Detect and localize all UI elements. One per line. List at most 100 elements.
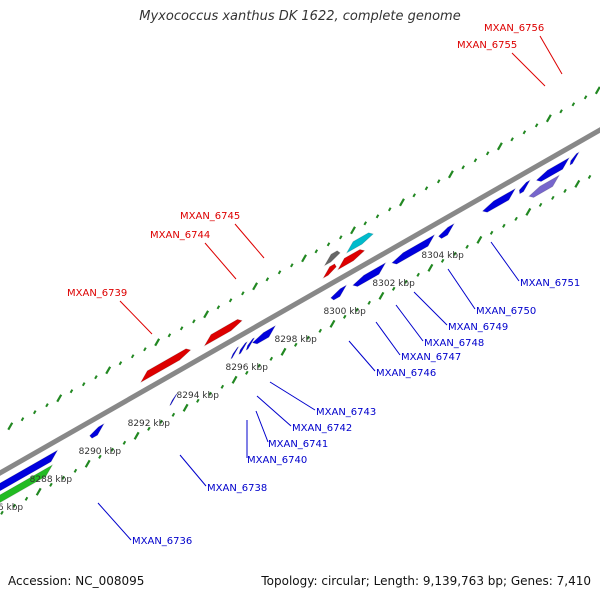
reverse-gene-arrow[interactable] (251, 324, 277, 345)
forward-scale-tick (81, 382, 86, 387)
forward-scale-tick (473, 158, 478, 163)
gene-label[interactable]: MXAN_6749 (448, 322, 508, 333)
forward-gene-arrow[interactable] (322, 263, 337, 280)
genome-backbone (0, 127, 600, 476)
gene-label-leader (256, 395, 292, 427)
forward-scale-tick (399, 198, 405, 207)
reverse-scale-tick (147, 426, 151, 431)
forward-gene-arrow[interactable] (139, 348, 192, 384)
reverse-scale-tick (476, 235, 483, 244)
gene-label[interactable]: MXAN_6751 (520, 278, 580, 289)
gene-label[interactable]: MXAN_6742 (292, 423, 352, 434)
reverse-gene-arrow[interactable] (0, 449, 59, 495)
gene-label[interactable]: MXAN_6756 (484, 23, 544, 34)
forward-scale-tick (583, 95, 588, 100)
gene-label[interactable]: MXAN_6740 (247, 455, 307, 466)
gene-label[interactable]: MXAN_6738 (207, 483, 267, 494)
reverse-scale-tick (280, 347, 287, 356)
forward-scale-tick (326, 242, 331, 247)
gene-label-leader (447, 268, 476, 310)
reverse-scale-tick (367, 300, 371, 305)
reverse-scale-tick (294, 342, 298, 347)
reverse-gene-arrow[interactable] (245, 337, 255, 351)
reverse-scale-tick (587, 174, 592, 179)
reverse-gene-arrow[interactable] (535, 156, 571, 182)
forward-scale-tick (69, 389, 74, 394)
reverse-gene-arrow[interactable] (0, 463, 54, 512)
gene-label[interactable]: MXAN_6755 (457, 40, 517, 51)
reverse-gene-arrow[interactable] (330, 284, 348, 301)
gene-features (0, 151, 580, 512)
gene-label-leader (511, 52, 546, 87)
reverse-gene-arrow[interactable] (352, 261, 387, 287)
forward-scale-tick (192, 319, 196, 324)
forward-scale-tick (447, 170, 454, 179)
kbp-label: 8290 kbp (79, 447, 122, 457)
reverse-scale-tick (404, 279, 408, 284)
reverse-scale-tick (538, 202, 543, 207)
forward-gene-arrow[interactable] (336, 249, 366, 271)
gene-label[interactable]: MXAN_6747 (401, 352, 461, 363)
forward-scale-tick (179, 326, 184, 331)
genome-summary-text: Topology: circular; Length: 9,139,763 bp… (261, 574, 591, 588)
gene-label-leader (490, 241, 520, 282)
kbp-label: 8298 kbp (274, 335, 317, 345)
forward-scale-tick (461, 165, 465, 170)
reverse-scale-tick (84, 459, 91, 468)
reverse-gene-arrow[interactable] (230, 345, 240, 360)
backbone-line (0, 127, 600, 476)
reverse-scale-tick (269, 356, 274, 361)
gene-label[interactable]: MXAN_6744 (150, 230, 210, 241)
reverse-scale-tick (61, 475, 65, 480)
gene-label[interactable]: MXAN_6748 (424, 338, 484, 349)
reverse-scale-tick (502, 223, 506, 228)
reverse-scale-tick (220, 384, 225, 389)
forward-gene-arrow[interactable] (345, 232, 375, 254)
forward-scale-tick (375, 214, 380, 219)
reverse-gene-arrow[interactable] (481, 187, 517, 213)
forward-scale-tick (105, 366, 112, 375)
forward-gene-arrow[interactable] (323, 250, 341, 267)
forward-scale-tick (143, 347, 147, 352)
reverse-scale-tick (133, 431, 140, 440)
reverse-scale-tick (551, 195, 555, 200)
forward-scale-tick (436, 179, 441, 184)
forward-gene-arrow[interactable] (203, 318, 243, 347)
gene-label[interactable]: MXAN_6736 (132, 536, 192, 547)
gene-label[interactable]: MXAN_6745 (180, 211, 240, 222)
reverse-scale-tick (563, 188, 567, 193)
reverse-gene-arrow[interactable] (569, 151, 580, 166)
gene-label-leader (539, 35, 563, 75)
reverse-scale-tick (196, 398, 200, 403)
gene-label[interactable]: MXAN_6750 (476, 306, 536, 317)
forward-scale-tick (290, 263, 294, 268)
reverse-scale-tick (391, 286, 396, 291)
reverse-scale-tick (245, 370, 249, 375)
forward-scale-tick (594, 86, 600, 95)
reverse-gene-arrow[interactable] (89, 422, 105, 439)
forward-scale-tick (118, 361, 123, 366)
reverse-scale-tick (440, 258, 445, 263)
reverse-gene-arrow[interactable] (437, 222, 456, 239)
reverse-scale-tick (416, 272, 420, 277)
reverse-scale-tick (159, 419, 163, 424)
forward-scale-tick (339, 235, 343, 240)
reverse-gene-arrow[interactable] (528, 174, 561, 198)
gene-label[interactable]: MXAN_6743 (316, 407, 376, 418)
reverse-gene-arrow[interactable] (391, 233, 436, 265)
forward-scale-tick (350, 226, 356, 235)
forward-scale-tick (20, 417, 25, 422)
reverse-gene-arrow[interactable] (238, 340, 249, 356)
reverse-scale-tick (355, 307, 359, 312)
reverse-gene-arrow[interactable] (518, 179, 531, 195)
forward-scale-tick (130, 354, 135, 359)
gene-label-leader (234, 223, 265, 259)
forward-scale-tick (545, 114, 552, 123)
reverse-scale-tick (574, 179, 581, 188)
gene-label[interactable]: MXAN_6746 (376, 368, 436, 379)
gene-label[interactable]: MXAN_6741 (268, 439, 328, 450)
reverse-gene-arrow[interactable] (168, 393, 178, 407)
gene-label[interactable]: MXAN_6739 (67, 288, 127, 299)
gene-label-leader (97, 502, 132, 541)
